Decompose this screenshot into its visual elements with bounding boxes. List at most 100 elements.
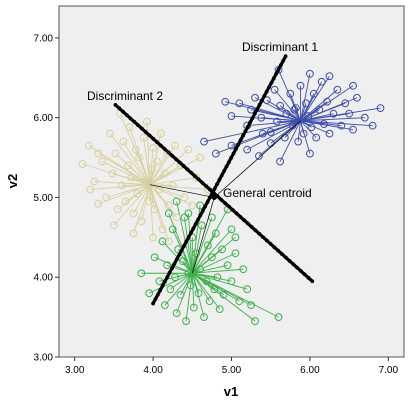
data-point bbox=[171, 273, 179, 282]
discriminant-dot bbox=[219, 173, 224, 178]
discriminant-dot bbox=[200, 208, 205, 213]
data-point bbox=[145, 197, 154, 206]
data-point bbox=[125, 123, 134, 132]
discriminant-dot bbox=[287, 258, 292, 263]
spoke-line bbox=[276, 120, 301, 123]
discriminant-dot bbox=[223, 201, 228, 206]
data-point bbox=[273, 117, 281, 126]
data-point bbox=[145, 289, 154, 298]
data-point bbox=[204, 241, 212, 250]
data-point bbox=[129, 209, 138, 218]
discriminant-dot bbox=[186, 235, 191, 240]
discriminant-dot bbox=[246, 221, 250, 226]
data-point bbox=[210, 285, 219, 294]
data-point bbox=[188, 201, 197, 210]
spoke-line bbox=[187, 213, 193, 274]
data-point bbox=[158, 237, 167, 246]
data-points bbox=[78, 65, 385, 326]
data-point bbox=[323, 97, 332, 106]
discriminant-dot bbox=[222, 169, 226, 173]
data-point bbox=[247, 301, 256, 310]
spoke-line bbox=[279, 105, 301, 122]
x-tick-label: 6.00 bbox=[300, 365, 320, 376]
spoke-line bbox=[184, 217, 193, 274]
spoke-line bbox=[191, 273, 210, 302]
axis-ticks: 3.00 4.00 5.00 6.00 7.00 3.00 4.00 5.00 6.00 7.00 bbox=[34, 33, 399, 376]
discriminant-dot bbox=[268, 242, 273, 246]
data-point bbox=[306, 69, 314, 78]
data-point bbox=[207, 253, 216, 262]
discriminant-dot bbox=[257, 102, 262, 107]
discriminant-dot bbox=[274, 72, 279, 76]
discriminant-dot bbox=[231, 151, 236, 156]
spoke-line bbox=[176, 201, 193, 274]
data-point bbox=[291, 104, 300, 113]
discriminant-dot bbox=[267, 85, 271, 90]
x-tick-label: 3.00 bbox=[65, 365, 85, 376]
discriminant-dot bbox=[241, 133, 245, 138]
data-point bbox=[243, 285, 252, 294]
data-point bbox=[320, 120, 328, 128]
discriminant-dot bbox=[121, 109, 125, 114]
data-point bbox=[257, 113, 266, 122]
discriminant-dot bbox=[205, 200, 210, 204]
data-point bbox=[337, 121, 346, 130]
data-point bbox=[171, 141, 179, 150]
centroid-connector bbox=[191, 197, 215, 274]
data-point bbox=[135, 153, 143, 162]
data-point bbox=[270, 85, 279, 94]
data-point bbox=[315, 105, 324, 114]
data-point bbox=[133, 189, 142, 198]
data-point bbox=[243, 145, 252, 154]
spoke-line bbox=[94, 181, 150, 186]
y-axis-label: v2 bbox=[5, 174, 20, 188]
discriminant-dot bbox=[271, 76, 276, 81]
data-point bbox=[266, 128, 275, 136]
data-point bbox=[111, 149, 120, 158]
discriminant-dot bbox=[151, 136, 156, 141]
data-point bbox=[341, 99, 350, 108]
data-point bbox=[113, 205, 122, 214]
spoke-line bbox=[176, 273, 193, 314]
discriminant-dot bbox=[155, 140, 159, 145]
discriminant-dot bbox=[261, 235, 265, 240]
data-point bbox=[94, 199, 103, 208]
data-point bbox=[227, 141, 236, 150]
data-point bbox=[276, 157, 285, 166]
data-point bbox=[155, 185, 164, 194]
data-point bbox=[150, 253, 159, 262]
spoke-line bbox=[191, 273, 205, 318]
x-tick-label: 7.00 bbox=[379, 365, 399, 376]
discriminant-dot bbox=[215, 182, 219, 187]
spoke-line bbox=[191, 217, 213, 274]
discriminant-dot bbox=[166, 150, 171, 155]
spoke-line bbox=[274, 89, 301, 122]
data-point bbox=[202, 277, 211, 286]
data-point bbox=[325, 72, 334, 81]
spoke-line bbox=[300, 120, 311, 154]
spoke-line bbox=[300, 107, 381, 122]
data-point bbox=[221, 97, 230, 106]
discriminant-dot bbox=[208, 187, 212, 192]
spoke-line bbox=[149, 149, 189, 186]
spoke-line bbox=[192, 252, 236, 274]
data-point bbox=[306, 149, 314, 158]
spoke-line bbox=[105, 184, 151, 198]
discriminant-dot bbox=[281, 58, 286, 63]
data-point bbox=[192, 249, 201, 258]
data-point bbox=[376, 104, 385, 113]
discriminant-dot bbox=[280, 252, 284, 256]
discriminant-dot bbox=[184, 239, 189, 244]
data-point bbox=[137, 217, 146, 226]
discriminant-dot bbox=[262, 94, 267, 98]
data-point bbox=[218, 245, 226, 254]
data-point bbox=[274, 313, 283, 322]
data-point bbox=[153, 157, 161, 166]
y-tick-label: 3.00 bbox=[34, 353, 54, 364]
spoke-line bbox=[192, 236, 236, 274]
discriminant-dot bbox=[207, 195, 212, 200]
data-point bbox=[84, 141, 93, 150]
discriminant-dot bbox=[283, 54, 288, 59]
data-point bbox=[205, 297, 214, 306]
